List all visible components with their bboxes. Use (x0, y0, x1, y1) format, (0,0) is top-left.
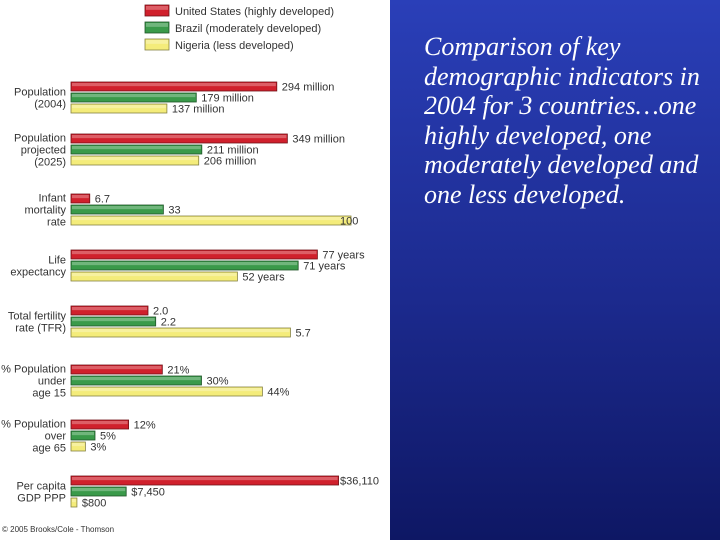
data-label: 77 years (322, 250, 365, 262)
category-label: % Population (1, 364, 66, 376)
category-label: Infant (38, 193, 66, 205)
bar (70, 271, 238, 282)
bar (70, 305, 149, 316)
category-label: Population (14, 87, 66, 99)
bar (70, 92, 197, 103)
data-label: 71 years (303, 261, 346, 273)
chart-panel: United States (highly developed) Brazil (… (0, 0, 390, 540)
category-label: over (45, 431, 67, 443)
bar (70, 375, 202, 386)
bar (70, 475, 339, 486)
copyright-text: © 2005 Brooks/Cole - Thomson (2, 525, 114, 534)
bar (70, 103, 168, 114)
legend-swatch (144, 21, 170, 34)
category-label: Population (14, 133, 66, 145)
bar (70, 260, 299, 271)
legend-label: Brazil (moderately developed) (175, 23, 321, 35)
data-label: 5% (100, 431, 116, 443)
bar (70, 441, 86, 452)
data-label: 21% (167, 365, 189, 377)
legend-swatch (144, 38, 170, 51)
bar (70, 133, 288, 144)
category-label: under (38, 376, 66, 388)
data-label: 2.0 (153, 306, 168, 318)
bar (70, 486, 127, 497)
bar (70, 316, 157, 327)
category-label: % Population (1, 419, 66, 431)
bar (70, 386, 263, 397)
data-label: 2.2 (161, 317, 176, 329)
data-label: 179 million (201, 93, 254, 105)
legend-label: United States (highly developed) (175, 6, 334, 18)
category-label: age 65 (32, 443, 66, 455)
data-label: 349 million (292, 134, 345, 146)
category-label: GDP PPP (17, 493, 66, 505)
bar (70, 364, 163, 375)
data-label: $800 (82, 498, 106, 510)
bar (70, 430, 96, 441)
bar (70, 419, 129, 430)
data-label: 206 million (204, 156, 257, 168)
bar (70, 144, 203, 155)
slide-caption: Comparison of key demographic indicators… (424, 32, 700, 209)
data-label: 137 million (172, 104, 225, 116)
data-label: 211 million (207, 145, 259, 157)
category-label: rate (TFR) (15, 323, 66, 335)
bar (70, 249, 318, 260)
legend-label: Nigeria (less developed) (175, 40, 294, 52)
data-label: 52 years (242, 272, 285, 284)
data-label: $7,450 (131, 487, 165, 499)
category-label: Per capita (16, 481, 66, 493)
bar (70, 81, 278, 92)
data-label: 100 (340, 216, 358, 228)
category-label: (2025) (34, 157, 66, 169)
data-label: 33 (168, 205, 180, 217)
category-label: Life (48, 255, 66, 267)
category-label: (2004) (34, 99, 66, 111)
demographic-bar-chart: United States (highly developed) Brazil (… (1, 4, 379, 534)
bar (70, 497, 78, 508)
data-label: 30% (207, 376, 229, 388)
data-label: 6.7 (95, 194, 110, 206)
data-label: 44% (267, 387, 289, 399)
data-label: 294 million (282, 82, 335, 94)
data-label: $36,110 (340, 476, 379, 488)
data-label: 3% (90, 442, 106, 454)
data-label: 12% (134, 420, 156, 432)
category-label: rate (47, 217, 66, 229)
category-label: age 15 (32, 388, 66, 400)
data-label: 5.7 (295, 328, 310, 340)
bar (70, 193, 91, 204)
bar (70, 204, 164, 215)
bar (70, 327, 291, 338)
bar (70, 155, 200, 166)
category-label: Total fertility (8, 311, 67, 323)
category-label: expectancy (10, 267, 66, 279)
category-label: projected (21, 145, 66, 157)
bar (70, 215, 352, 226)
legend-swatch (144, 4, 170, 17)
category-label: mortality (24, 205, 66, 217)
